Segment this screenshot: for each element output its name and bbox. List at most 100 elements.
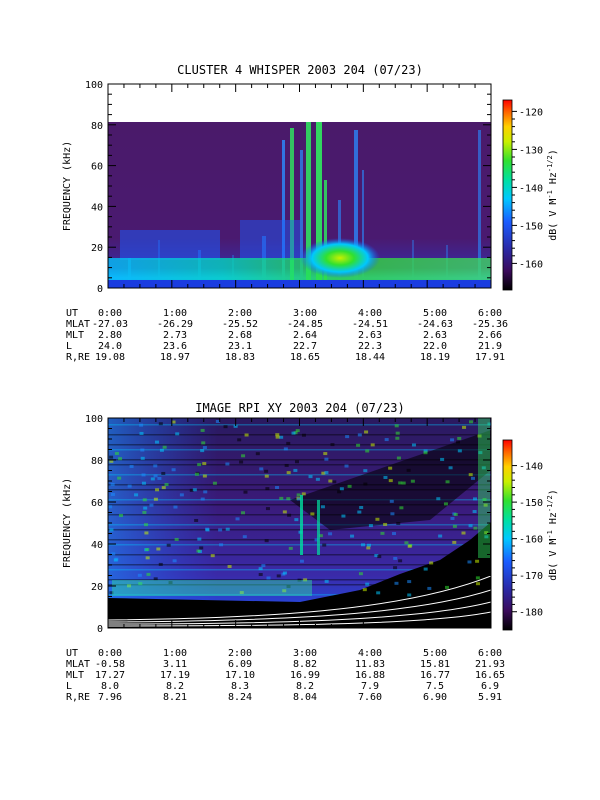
ephemeris-value: 7.9 xyxy=(361,681,379,692)
y-tick-label: 20 xyxy=(91,582,103,593)
ephemeris-value: 18.44 xyxy=(355,352,385,363)
y-axis-label: FREQUENCY (kHz) xyxy=(62,141,73,231)
colorbar-tick-label: -150 xyxy=(519,498,543,509)
colorbar-tick-label: -180 xyxy=(519,608,543,619)
colorbar: -140 -150 -160 -170 -180 dB( V M-1 Hz-1/2) xyxy=(502,439,559,631)
ephemeris-value: 2:00 xyxy=(228,648,252,659)
ephemeris-value: -24.63 xyxy=(417,319,453,330)
spectrogram-image xyxy=(108,122,491,288)
y-tick-label: 100 xyxy=(85,414,103,425)
spectrogram-image xyxy=(108,418,491,628)
ephemeris-value: 7.96 xyxy=(98,692,122,703)
y-tick-label: 0 xyxy=(97,284,103,295)
ephemeris-value: 3:00 xyxy=(293,648,317,659)
ephemeris-value: -0.58 xyxy=(95,659,125,670)
ephemeris-value: 2.63 xyxy=(358,330,382,341)
y-tick-label: 40 xyxy=(91,202,103,213)
colorbar: -120 -130 -140 -150 -160 dB( V M-1 Hz-1/2) xyxy=(502,99,559,291)
ephemeris-value: 2.80 xyxy=(98,330,122,341)
ephemeris-value: 2:00 xyxy=(228,308,252,319)
colorbar-tick-label: -140 xyxy=(519,462,543,473)
ephemeris-row-label: MLT xyxy=(66,670,84,681)
ephemeris-value: 1:00 xyxy=(163,308,187,319)
ephemeris-value: 16.88 xyxy=(355,670,385,681)
colorbar-tick-label: -140 xyxy=(519,183,543,194)
ephemeris-row-label: UT xyxy=(66,648,78,659)
colorbar-label: dB( V M-1 Hz-1/2) xyxy=(546,149,559,241)
ephemeris-value: 8.2 xyxy=(296,681,314,692)
ephemeris-value: 6:00 xyxy=(478,308,502,319)
ephemeris-row-label: MLT xyxy=(66,330,84,341)
ephemeris-value: 8.3 xyxy=(231,681,249,692)
ephemeris-value: 23.1 xyxy=(228,341,252,352)
ephemeris-value: 2.68 xyxy=(228,330,252,341)
ephemeris-value: 16.77 xyxy=(420,670,450,681)
ephemeris-value: 24.0 xyxy=(98,341,122,352)
y-axis-label: FREQUENCY (kHz) xyxy=(62,478,73,568)
ephemeris-value: 17.19 xyxy=(160,670,190,681)
x-axis xyxy=(107,84,492,288)
ephemeris-value: 8.82 xyxy=(293,659,317,670)
ephemeris-value: 15.81 xyxy=(420,659,450,670)
colorbar-tick-label: -160 xyxy=(519,535,543,546)
ephemeris-value: 3:00 xyxy=(293,308,317,319)
y-tick-label: 80 xyxy=(91,456,103,467)
ephemeris-value: 8.21 xyxy=(163,692,187,703)
y-tick-label: 60 xyxy=(91,162,103,173)
ephemeris-value: 6.90 xyxy=(423,692,447,703)
ephemeris-value: 2.64 xyxy=(293,330,317,341)
y-tick-label: 0 xyxy=(97,624,103,635)
ephemeris-value: 16.99 xyxy=(290,670,320,681)
y-tick-label: 80 xyxy=(91,121,103,132)
ephemeris-value: 3.11 xyxy=(163,659,187,670)
ephemeris-value: 17.27 xyxy=(95,670,125,681)
ephemeris-value: 2.63 xyxy=(423,330,447,341)
ephemeris-value: -25.36 xyxy=(472,319,508,330)
ephemeris-value: -24.51 xyxy=(352,319,388,330)
ephemeris-value: 17.91 xyxy=(475,352,505,363)
cluster-whisper-panel: CLUSTER 4 WHISPER 2003 204 (07/23) 0 20 40… xyxy=(62,63,559,363)
ephemeris-value: 17.10 xyxy=(225,670,255,681)
ephemeris-value: 21.93 xyxy=(475,659,505,670)
y-tick-label: 20 xyxy=(91,243,103,254)
ephemeris-value: 8.24 xyxy=(228,692,252,703)
chart-title: IMAGE RPI XY 2003 204 (07/23) xyxy=(195,401,405,415)
ephemeris-value: 5.91 xyxy=(478,692,502,703)
ephemeris-value: 0:00 xyxy=(98,308,122,319)
ephemeris-value: 18.65 xyxy=(290,352,320,363)
ephemeris-value: 6.9 xyxy=(481,681,499,692)
ephemeris-value: 5:00 xyxy=(423,648,447,659)
colorbar-label: dB( V M-1 Hz-1/2) xyxy=(546,489,559,581)
ephemeris-row-label: UT xyxy=(66,308,78,319)
ephemeris-row-label: MLAT xyxy=(66,659,90,670)
ephemeris-value: 19.08 xyxy=(95,352,125,363)
ephemeris-value: -24.85 xyxy=(287,319,323,330)
ephemeris-value: -26.29 xyxy=(157,319,193,330)
ephemeris-value: 18.97 xyxy=(160,352,190,363)
ephemeris-value: 4:00 xyxy=(358,648,382,659)
ephemeris-value: 6:00 xyxy=(478,648,502,659)
colorbar-tick-label: -150 xyxy=(519,221,543,232)
ephemeris-value: 8.04 xyxy=(293,692,317,703)
ephemeris-value: 8.2 xyxy=(166,681,184,692)
y-tick-label: 100 xyxy=(85,80,103,91)
ephemeris-row-label: MLAT xyxy=(66,319,90,330)
ephemeris-value: 21.9 xyxy=(478,341,502,352)
colorbar-tick-label: -120 xyxy=(519,107,543,118)
ephemeris-value: 22.7 xyxy=(293,341,317,352)
image-rpi-panel: IMAGE RPI XY 2003 204 (07/23) 0 20 40 60 80 1… xyxy=(62,401,559,703)
ephemeris-table: UT 0:00 1:00 2:00 3:00 4:00 5:00 6:00 MLAT -0.58 3… xyxy=(66,648,505,703)
ephemeris-value: -25.52 xyxy=(222,319,258,330)
chart-title: CLUSTER 4 WHISPER 2003 204 (07/23) xyxy=(177,63,423,77)
y-axis: 0 20 40 60 80 100 xyxy=(85,414,491,635)
ephemeris-value: 23.6 xyxy=(163,341,187,352)
colorbar-tick-label: -170 xyxy=(519,571,543,582)
ephemeris-value: 2.73 xyxy=(163,330,187,341)
ephemeris-value: -27.03 xyxy=(92,319,128,330)
ephemeris-value: 4:00 xyxy=(358,308,382,319)
ephemeris-value: 8.0 xyxy=(101,681,119,692)
ephemeris-value: 7.5 xyxy=(426,681,444,692)
ephemeris-value: 1:00 xyxy=(163,648,187,659)
x-axis xyxy=(107,418,492,628)
